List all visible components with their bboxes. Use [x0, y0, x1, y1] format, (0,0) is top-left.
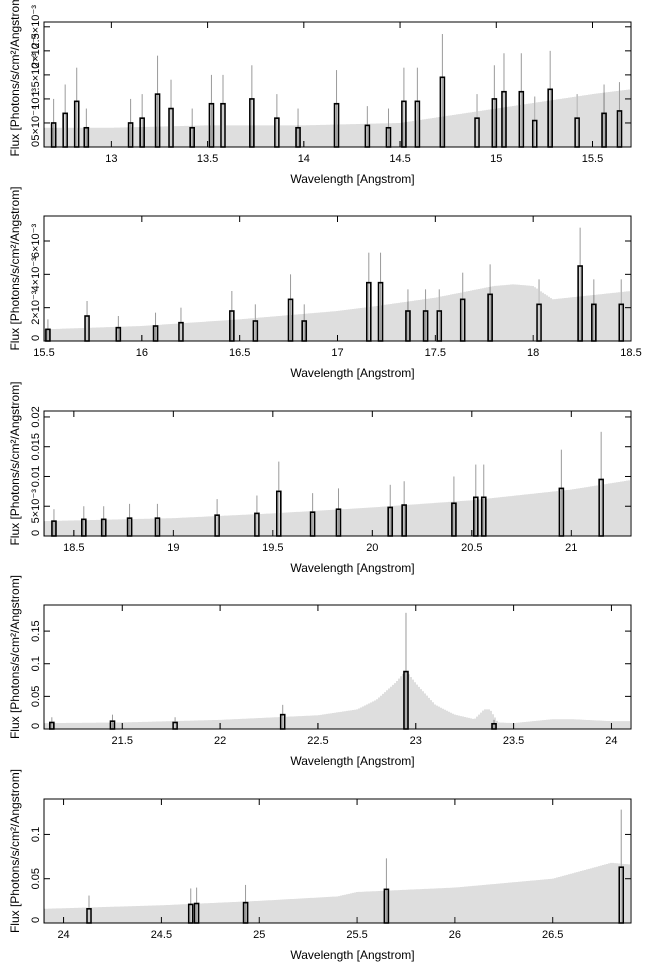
plot-frame — [43, 410, 632, 537]
model-hatching — [44, 862, 630, 923]
x-tick-label: 13 — [105, 153, 117, 165]
y-axis-label: Flux [Photons/s/cm²/Angstrom] — [8, 0, 22, 157]
y-tick-label: 0.1 — [30, 656, 42, 671]
chart-panel-1: 13 13.5 14 14.5 15 15.5 05×10⁻⁴10⁻³1.5×10⁻³2×1… — [8, 0, 632, 186]
x-tick-label: 23 — [410, 735, 422, 747]
x-tick-label: 18.5 — [620, 347, 641, 359]
y-tick-label: 2.5×10⁻³ — [30, 5, 42, 49]
x-tick-label: 13.5 — [197, 153, 218, 165]
x-tick-label: 24 — [605, 735, 617, 747]
x-axis-label: Wavelength [Angstrom] — [290, 172, 414, 186]
x-tick-label: 24 — [57, 929, 69, 941]
x-tick-label: 17 — [331, 347, 343, 359]
plot-frame — [43, 21, 632, 148]
x-tick-label: 22.5 — [307, 735, 328, 747]
y-tick-label: 5×10⁻⁴ — [30, 105, 42, 141]
y-tick-label: 0 — [30, 530, 42, 536]
x-tick-label: 16.5 — [229, 347, 250, 359]
x-tick-label: 24.5 — [151, 929, 172, 941]
y-tick-label: 0.02 — [30, 406, 42, 427]
x-tick-label: 25.5 — [346, 929, 367, 941]
x-tick-label: 14 — [298, 153, 310, 165]
y-tick-label: 0.015 — [30, 433, 42, 461]
y-axis-label: Flux [Photons/s/cm²/Angstrom] — [8, 575, 22, 739]
y-tick-label: 0.05 — [30, 868, 42, 889]
x-tick-label: 16 — [136, 347, 148, 359]
y-axis-label: Flux [Photons/s/cm²/Angstrom] — [8, 769, 22, 933]
x-tick-label: 21.5 — [112, 735, 133, 747]
x-tick-label: 26.5 — [542, 929, 563, 941]
y-tick-label: 10⁻³ — [30, 88, 42, 110]
x-axis-label: Wavelength [Angstrom] — [290, 948, 414, 962]
x-axis-label: Wavelength [Angstrom] — [290, 366, 414, 380]
x-axis-label: Wavelength [Angstrom] — [290, 561, 414, 575]
model-hatching — [44, 284, 630, 341]
x-tick-label: 22 — [214, 735, 226, 747]
x-tick-label: 17.5 — [425, 347, 446, 359]
x-tick-label: 15 — [490, 153, 502, 165]
model-hatching — [44, 671, 630, 729]
chart-panel-5: 24 24.5 25 25.5 26 26.5 0 0.05 0.1 Wavelength [An… — [8, 769, 632, 962]
x-tick-label: 21 — [565, 542, 577, 554]
x-tick-label: 19 — [167, 542, 179, 554]
y-tick-label: 2×10⁻³ — [30, 290, 42, 325]
y-tick-label: 0 — [30, 141, 42, 147]
y-tick-label: 0.05 — [30, 686, 42, 707]
y-tick-label: 0.15 — [30, 620, 42, 641]
x-tick-label: 20 — [366, 542, 378, 554]
x-tick-label: 20.5 — [461, 542, 482, 554]
plot-frame — [43, 798, 632, 924]
x-tick-label: 18 — [527, 347, 539, 359]
y-axis-label: Flux [Photons/s/cm²/Angstrom] — [8, 381, 22, 545]
x-tick-label: 15.5 — [582, 153, 603, 165]
chart-panel-4: 21.5 22 22.5 23 23.5 24 0 0.05 0.1 0.15 Wavelength… — [8, 575, 632, 768]
chart-panel-2: 15.5 16 16.5 17 17.5 18 18.5 0 2×10⁻³4×10⁻³6×10⁻… — [8, 186, 642, 380]
y-tick-label: 0.01 — [30, 466, 42, 487]
y-tick-label: 0 — [30, 335, 42, 341]
y-tick-label: 0 — [30, 917, 42, 923]
x-tick-label: 14.5 — [389, 153, 410, 165]
plot-frame — [43, 604, 632, 730]
x-tick-label: 15.5 — [33, 347, 54, 359]
y-tick-label: 2×10⁻³ — [30, 33, 42, 68]
y-axis-label: Flux [Photons/s/cm²/Angstrom] — [8, 186, 22, 350]
x-axis-label: Wavelength [Angstrom] — [290, 754, 414, 768]
y-tick-label: 1.5×10⁻³ — [30, 53, 42, 97]
y-tick-label: 0.1 — [30, 827, 42, 842]
y-tick-label: 6×10⁻³ — [30, 224, 42, 259]
x-tick-label: 23.5 — [503, 735, 524, 747]
x-tick-label: 25 — [253, 929, 265, 941]
chart-panel-3: 18.5 19 19.5 20 20.5 21 0 5×10⁻³ 0.01 0.015 0.02 Wa… — [8, 381, 632, 575]
y-tick-label: 0 — [30, 723, 42, 729]
x-tick-label: 19.5 — [262, 542, 283, 554]
x-tick-label: 26 — [449, 929, 461, 941]
y-tick-label: 4×10⁻³ — [30, 257, 42, 292]
x-tick-label: 18.5 — [63, 542, 84, 554]
y-tick-label: 5×10⁻³ — [30, 489, 42, 524]
